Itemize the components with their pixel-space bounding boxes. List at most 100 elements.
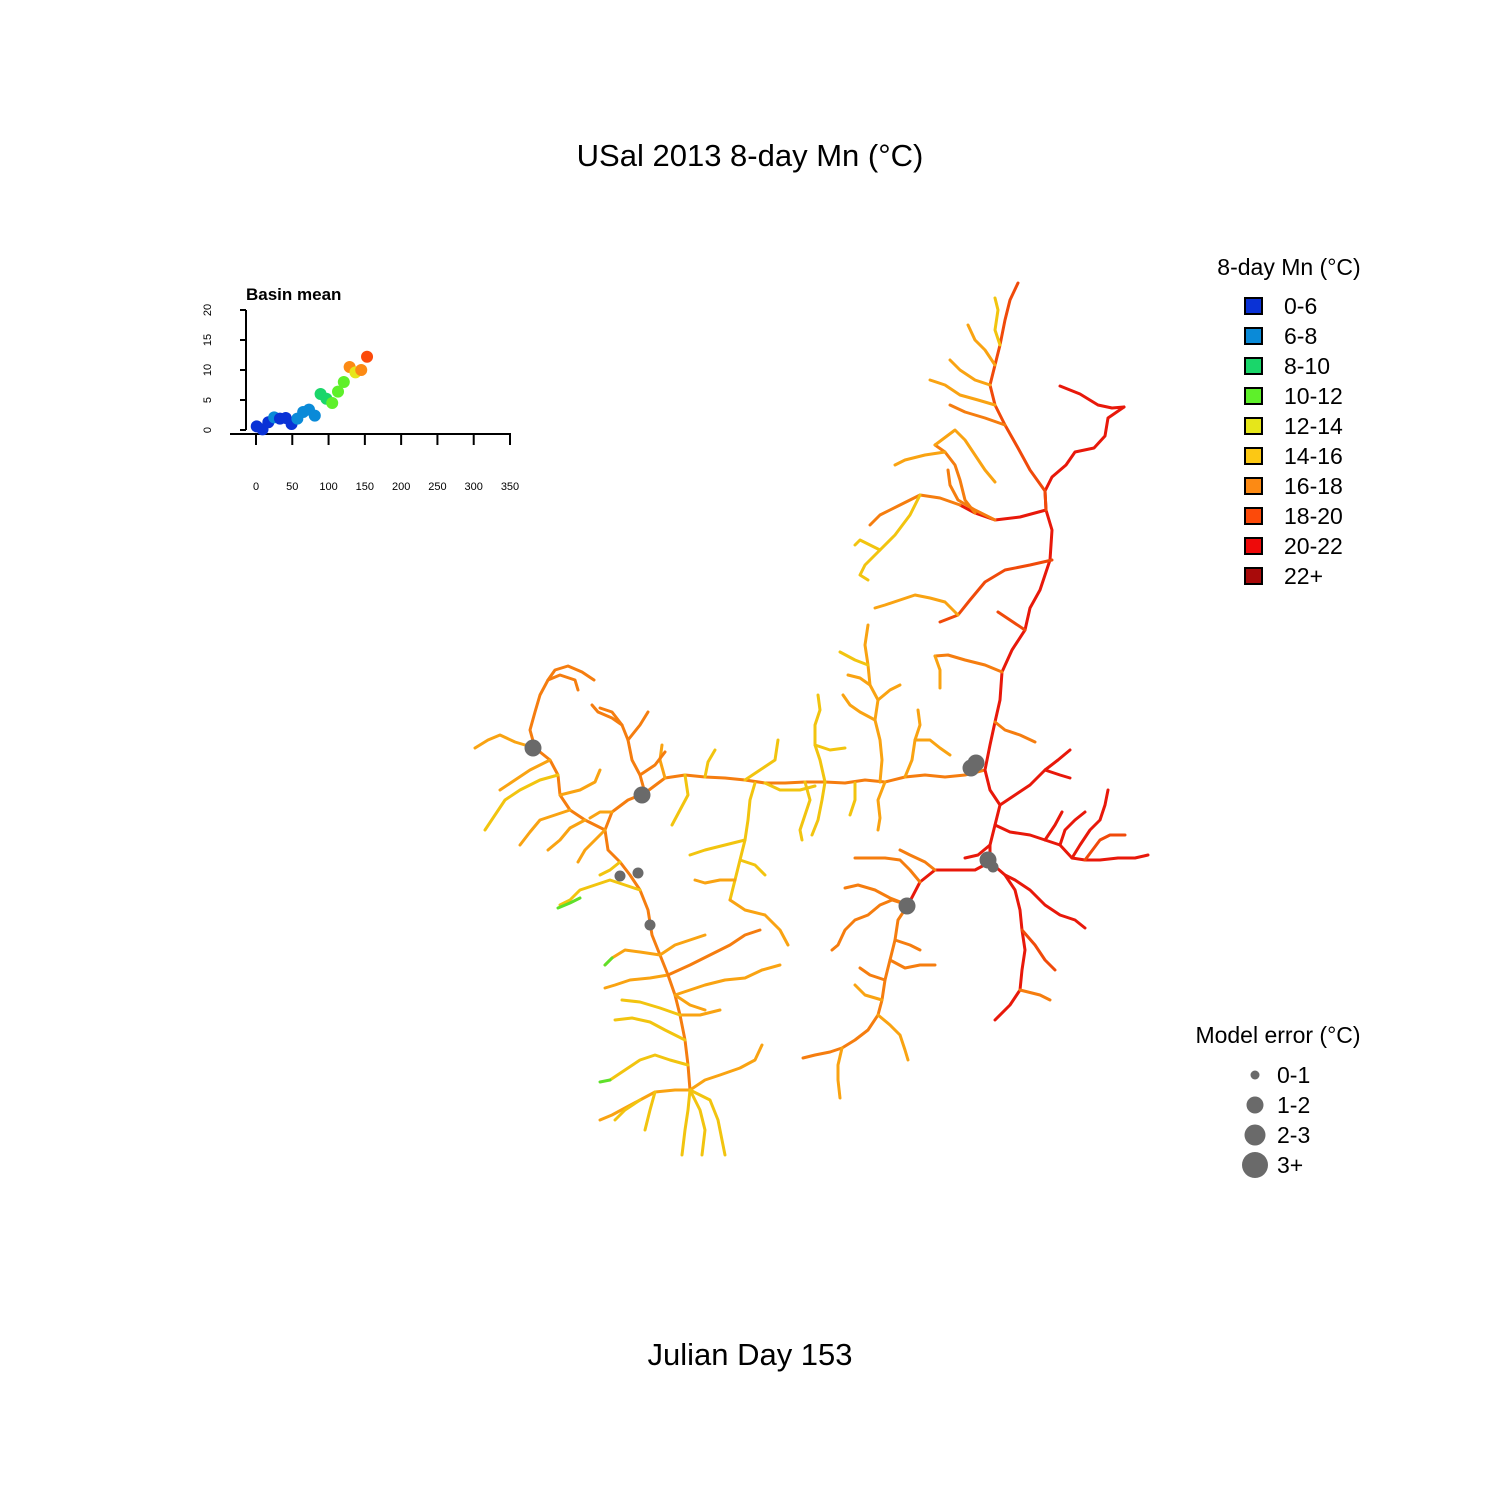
error-marker (632, 867, 644, 879)
stream-segment (810, 780, 827, 837)
basin-mean-inset: Basin mean 0 5 10 15 20 0 50 100 150 200 250 300 35… (202, 285, 519, 493)
error-marker (967, 754, 985, 772)
error-legend-label: 0-1 (1277, 1062, 1310, 1088)
stream-segment (853, 856, 922, 884)
stream-segment (1043, 810, 1064, 842)
stream-segment (996, 610, 1027, 632)
stream-segment (743, 738, 780, 782)
temperature-legend-label: 20-22 (1284, 533, 1343, 559)
stream-segment (838, 650, 870, 667)
stream-segment (546, 673, 580, 692)
stream-segment (863, 623, 884, 784)
temperature-legend-swatch (1244, 387, 1263, 405)
stream-segment (853, 983, 884, 1002)
stream-segment (988, 860, 1027, 1022)
stream-segment (1020, 928, 1057, 972)
stream-segment (868, 493, 962, 527)
stream-segment (876, 780, 887, 832)
stream-segment (1043, 768, 1072, 780)
error-legend-label: 1-2 (1277, 1092, 1310, 1118)
temperature-legend-swatch (1244, 537, 1263, 555)
temperature-legend-title: 8-day Mn (°C) (1217, 254, 1360, 280)
temperature-legend-label: 0-6 (1284, 293, 1317, 319)
error-legend-marker (1246, 1096, 1264, 1114)
error-legend: Model error (°C) 0-1 1-2 2-3 3+ (1195, 1022, 1361, 1178)
stream-segment (830, 898, 910, 952)
stream-segment (693, 878, 737, 885)
stream-segment (643, 768, 987, 795)
inset-x-tick-label: 250 (428, 481, 446, 493)
inset-y-tick-label: 10 (202, 364, 214, 376)
stream-segment (598, 1078, 612, 1084)
stream-segment (588, 810, 614, 820)
stream-segment (853, 538, 882, 552)
stream-segment (658, 743, 667, 780)
stream-segment (993, 823, 1150, 862)
stream-segment (893, 450, 947, 467)
error-markers (524, 739, 999, 931)
stream-segment (688, 1043, 764, 1092)
stream-segment (598, 860, 622, 877)
error-legend-marker (1242, 1152, 1268, 1178)
stream-segment (1070, 788, 1110, 860)
stream-segment (626, 710, 650, 742)
stream-segment (680, 1088, 692, 1157)
inset-points (250, 350, 374, 436)
stream-segment (873, 593, 960, 617)
stream-segment (893, 938, 922, 952)
error-legend-marker (1250, 1070, 1260, 1080)
stream-segment (928, 378, 997, 407)
stream-segment (603, 973, 670, 990)
inset-data-point (337, 376, 350, 388)
inset-data-point (355, 364, 368, 376)
stream-segment (933, 654, 942, 690)
error-marker (524, 739, 542, 757)
stream-segment (836, 1046, 844, 1100)
stream-segment (841, 693, 877, 722)
error-marker (644, 919, 656, 931)
temperature-legend-swatch (1244, 507, 1263, 525)
stream-segment (673, 993, 707, 1012)
temperature-legend-label: 16-18 (1284, 473, 1343, 499)
inset-x-tick-label: 200 (392, 481, 410, 493)
stream-segment (948, 358, 992, 387)
temperature-legend-label: 10-12 (1284, 383, 1343, 409)
inset-x-tick-label: 100 (319, 481, 337, 493)
stream-segment (933, 653, 1004, 674)
error-marker (614, 870, 626, 882)
inset-y-tick-label: 15 (202, 334, 214, 346)
stream-segment (903, 708, 922, 779)
temperature-legend: 8-day Mn (°C) 0-6 6-8 8-10 10-12 12-14 14-16 1… (1217, 254, 1360, 589)
stream-segment (576, 828, 607, 864)
error-marker (898, 897, 916, 915)
inset-data-point (332, 385, 345, 398)
temperature-legend-label: 12-14 (1284, 413, 1343, 439)
stream-segment (998, 748, 1072, 807)
stream-network (473, 281, 1150, 1157)
stream-segment (813, 743, 847, 752)
stream-segment (613, 1016, 687, 1042)
stream-segment (966, 323, 997, 367)
stream-segment (658, 933, 707, 957)
stream-segment (688, 838, 747, 857)
error-legend-marker (1244, 1124, 1266, 1146)
stream-segment (1003, 873, 1087, 930)
temperature-legend-label: 14-16 (1284, 443, 1343, 469)
stream-segment (688, 1088, 707, 1157)
stream-segment (688, 1088, 727, 1157)
stream-segment (638, 750, 667, 777)
stream-segment (678, 1008, 722, 1017)
stream-segment (993, 296, 1002, 347)
inset-x-tick-label: 0 (253, 481, 259, 493)
stream-segment (666, 928, 762, 977)
stream-segment (483, 773, 560, 832)
stream-segment (993, 720, 1037, 744)
inset-y-tick-label: 20 (202, 304, 214, 316)
stream-segment (858, 966, 887, 982)
stream-segment (670, 773, 690, 827)
stream-segment (876, 1013, 910, 1062)
stream-segment (546, 818, 587, 852)
stream-segment (728, 898, 790, 947)
stream-segment (848, 781, 857, 817)
error-legend-label: 3+ (1277, 1152, 1303, 1178)
